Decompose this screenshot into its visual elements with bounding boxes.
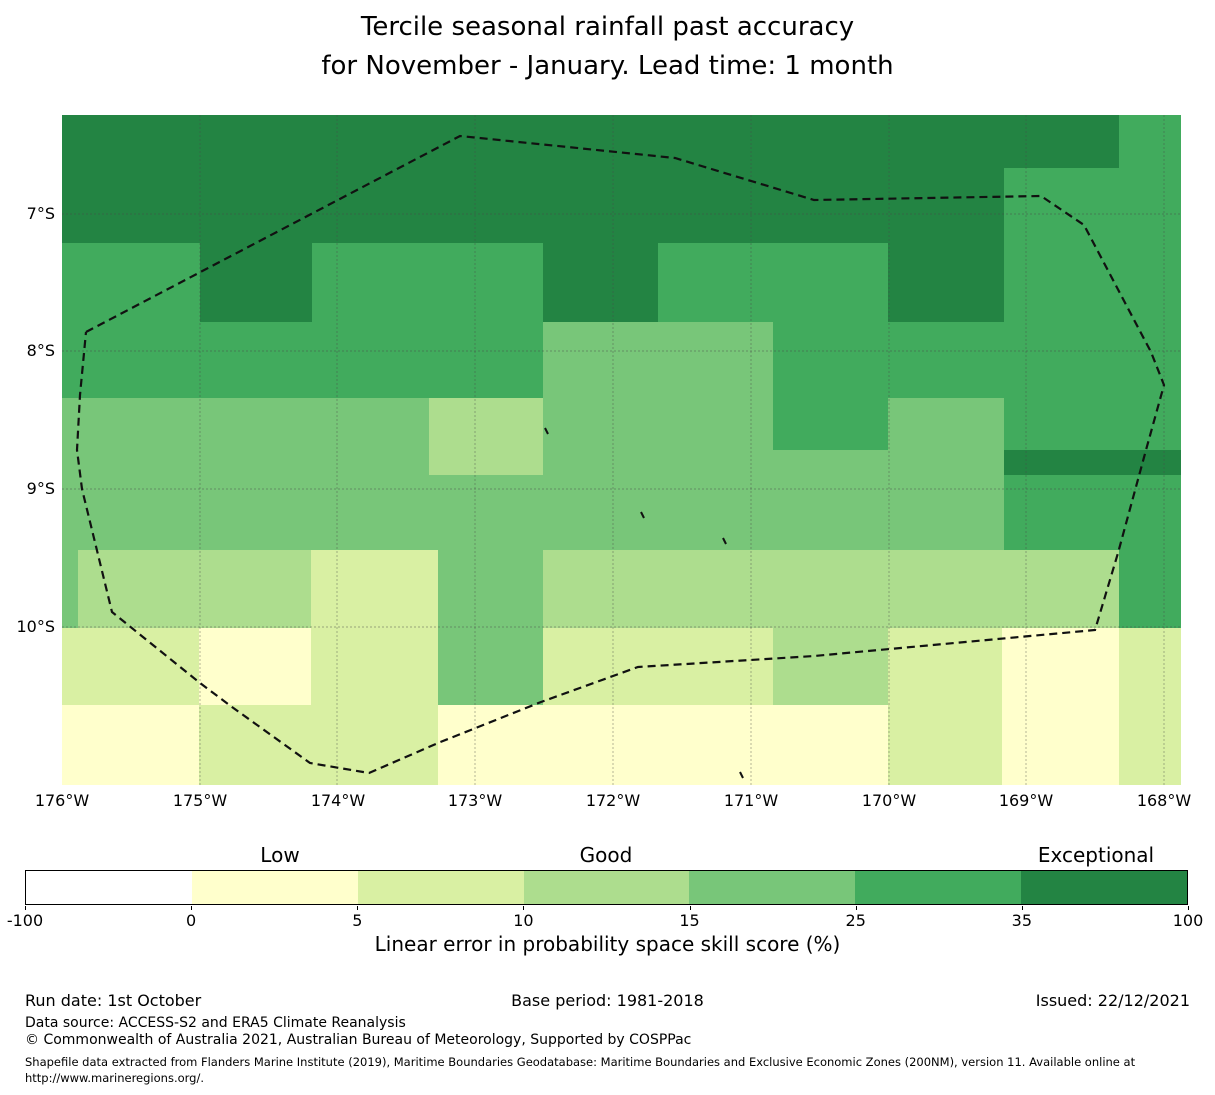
colorbar-tick-mark [523, 906, 525, 910]
skill-cell-Y [543, 628, 773, 705]
chart-title-line2: for November - January. Lead time: 1 mon… [321, 51, 894, 81]
skill-cell-P [814, 705, 888, 785]
skill-cell-M [438, 550, 543, 628]
x-tick-label: 174°W [310, 791, 366, 810]
x-tick-label: 175°W [172, 791, 228, 810]
footer-data-source: Data source: ACCESS-S2 and ERA5 Climate … [25, 1015, 406, 1031]
footer-base-period: Base period: 1981-2018 [511, 991, 704, 1010]
skill-cell-M [438, 628, 543, 705]
colorbar-segment-5-to-10 [357, 871, 524, 904]
skill-cell-D [1004, 115, 1119, 168]
chart-title: Tercile seasonal rainfall past accuracy … [0, 8, 1215, 86]
island-coastline-mark [544, 427, 549, 435]
skill-cell-G [1119, 550, 1181, 628]
colorbar-tick-mark [689, 906, 691, 910]
x-tick-label: 168°W [1136, 791, 1192, 810]
x-tick-label: 176°W [34, 791, 90, 810]
skill-cell-G [1119, 115, 1181, 243]
skill-cell-G [773, 398, 888, 450]
skill-cell-P [438, 705, 814, 785]
colorbar-segment-35-to-100 [1021, 871, 1187, 904]
colorbar-axis-label: Linear error in probability space skill … [374, 932, 841, 956]
skill-cell-D [62, 115, 1004, 243]
colorbar-tick-label: -100 [6, 911, 44, 930]
skill-cell-D [543, 243, 658, 322]
y-tick-label: 10°S [16, 617, 55, 636]
skill-cell-G [1004, 168, 1119, 243]
skill-cell-Y [888, 628, 1002, 785]
colorbar-category-label-good: Good [579, 843, 633, 867]
skill-cell-Y [311, 550, 438, 628]
colorbar-segment-25-to-35 [855, 871, 1022, 904]
island-coastline-mark [722, 537, 727, 545]
footer-run-date: Run date: 1st October [25, 991, 202, 1010]
skill-cell-Y [1119, 628, 1181, 785]
skill-cell-D [1004, 450, 1181, 475]
colorbar-tick-mark [1021, 906, 1023, 910]
footer-shapefile-note: Shapefile data extracted from Flanders M… [25, 1055, 1136, 1085]
colorbar-tick-mark [1188, 906, 1189, 910]
eez-boundary-dashed-line [75, 134, 1166, 775]
chart-title-line1: Tercile seasonal rainfall past accuracy [360, 12, 855, 42]
colorbar-tick-label: 25 [845, 911, 866, 930]
colorbar-tick-label: 100 [1172, 911, 1204, 930]
skill-cell-M [62, 550, 78, 628]
y-tick-label: 8°S [26, 341, 55, 360]
y-tick-label: 7°S [26, 204, 55, 223]
colorbar-tick-mark [357, 906, 359, 910]
colorbar-tick-label: 5 [352, 911, 363, 930]
colorbar-tick-label: 15 [679, 911, 700, 930]
skill-cell-L [429, 398, 543, 475]
map-plot-area [62, 115, 1181, 785]
x-tick-label: 170°W [861, 791, 917, 810]
colorbar-tick-mark [191, 906, 193, 910]
x-tick-label: 172°W [585, 791, 641, 810]
x-tick-label: 169°W [998, 791, 1054, 810]
colorbar [25, 870, 1188, 905]
skill-cell-D [888, 243, 1004, 322]
colorbar-segment-15-to-25 [689, 871, 856, 904]
skill-cell-P [1002, 628, 1119, 785]
footer-issued: Issued: 22/12/2021 [1035, 991, 1190, 1010]
island-coastline-mark [739, 771, 744, 779]
x-tick-label: 173°W [447, 791, 503, 810]
skill-cell-D [200, 243, 312, 322]
skill-cell-P [62, 705, 199, 785]
colorbar-category-label-low: Low [260, 843, 300, 867]
skill-cell-M [62, 398, 1181, 550]
map-overlay [62, 115, 1181, 785]
y-tick-label: 9°S [26, 479, 55, 498]
colorbar-tick-label: 35 [1011, 911, 1033, 930]
colorbar-tick-label: 0 [186, 911, 197, 930]
skill-cell-M [543, 322, 773, 398]
skill-cell-L [78, 550, 1181, 628]
colorbar-tick-mark [25, 906, 26, 910]
colorbar-segment-0-to-5 [191, 871, 358, 904]
x-tick-label: 171°W [723, 791, 779, 810]
colorbar-segment--100-to-0 [26, 871, 192, 904]
colorbar-tick-label: 10 [513, 911, 534, 930]
colorbar-category-label-exceptional: Exceptional [1037, 843, 1155, 867]
colorbar-tick-mark [855, 906, 857, 910]
footer-copyright: © Commonwealth of Australia 2021, Austra… [25, 1032, 692, 1048]
skill-cell-Y [199, 705, 438, 785]
skill-cell-L [773, 628, 888, 707]
island-coastline-mark [640, 511, 645, 519]
colorbar-segment-10-to-15 [523, 871, 690, 904]
skill-cell-P [199, 628, 311, 705]
